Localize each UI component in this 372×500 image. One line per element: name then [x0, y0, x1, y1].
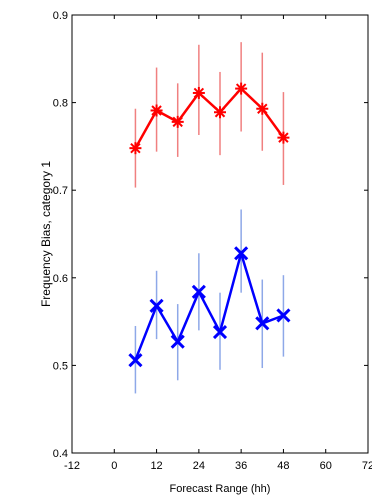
- series-1: [129, 42, 290, 188]
- data-point: [212, 325, 228, 340]
- y-axis-label: Frequency Bias, category 1: [39, 161, 53, 307]
- marker-stroke: [276, 308, 291, 323]
- data-point: [235, 82, 248, 95]
- data-point: [128, 353, 143, 368]
- marker-stroke: [193, 87, 205, 99]
- y-tick-label: 0.5: [53, 360, 68, 372]
- x-axis-label: Forecast Range (hh): [170, 483, 271, 495]
- data-point: [170, 334, 185, 349]
- marker-stroke: [151, 105, 162, 116]
- data-point: [276, 308, 291, 323]
- series-line: [134, 87, 285, 149]
- data-point: [255, 316, 270, 331]
- y-axis: 0.4 0.5 0.6 0.7 0.8 0.9: [53, 10, 368, 460]
- data-point: [234, 246, 249, 261]
- x-tick-label: -12: [64, 460, 80, 472]
- x-tick-label: 24: [193, 460, 205, 472]
- series-2: [128, 209, 291, 394]
- marker-stroke: [128, 353, 143, 368]
- marker-stroke: [212, 325, 228, 340]
- y-tick-label: 0.9: [53, 10, 68, 22]
- data-point: [277, 131, 290, 144]
- series-line: [134, 252, 284, 361]
- x-tick-label: 0: [111, 460, 117, 472]
- marker-stroke: [214, 107, 226, 118]
- marker-stroke: [170, 334, 185, 349]
- marker-stroke: [257, 103, 268, 114]
- marker-stroke: [149, 298, 164, 313]
- data-point: [150, 104, 163, 117]
- x-tick-label: 36: [235, 460, 247, 472]
- data-point: [214, 106, 226, 119]
- marker-stroke: [172, 116, 183, 128]
- y-tick-label: 0.8: [53, 98, 68, 110]
- data-point: [171, 115, 184, 128]
- x-tick-label: 72: [362, 460, 372, 472]
- marker-stroke: [191, 284, 206, 299]
- x-tick-label: 12: [150, 460, 162, 472]
- marker-stroke: [130, 142, 141, 154]
- data-point: [192, 86, 205, 99]
- x-axis: -12 0 12 24 36 48 60 72: [64, 15, 372, 472]
- y-tick-label: 0.6: [53, 273, 68, 285]
- data-point: [191, 284, 206, 299]
- y-tick-label: 0.4: [53, 448, 68, 460]
- marker-stroke: [255, 316, 270, 331]
- marker-stroke: [234, 246, 249, 261]
- marker-stroke: [235, 83, 247, 94]
- y-tick-label: 0.7: [53, 185, 68, 197]
- marker-stroke: [278, 132, 289, 143]
- x-tick-label: 48: [277, 460, 289, 472]
- data-point: [256, 102, 269, 115]
- data-point: [149, 298, 164, 313]
- plot-frame: [71, 14, 369, 454]
- data-point: [129, 142, 142, 155]
- series-layer: [128, 42, 291, 394]
- x-tick-label: 60: [320, 460, 332, 472]
